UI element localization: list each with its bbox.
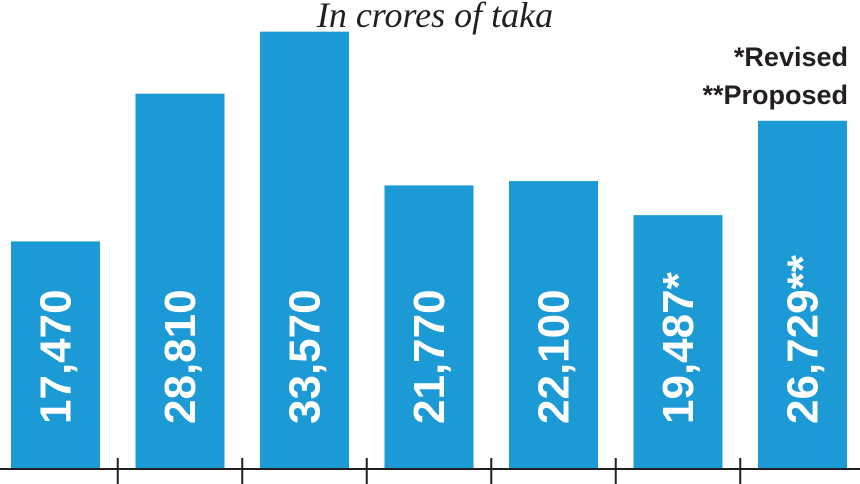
bar-5 bbox=[509, 181, 598, 469]
bar-3 bbox=[260, 31, 349, 469]
bar-label-6: 19,487* bbox=[654, 271, 703, 424]
bar-1 bbox=[11, 241, 100, 469]
bar-4 bbox=[384, 185, 474, 469]
bar-label-4: 21,770 bbox=[405, 289, 454, 424]
note-revised: *Revised bbox=[734, 42, 848, 72]
chart-subtitle: In crores of taka bbox=[316, 0, 553, 35]
bars-group: 17,470 28,810 33,570 21,770 22,100 19,487* 26,… bbox=[11, 31, 847, 470]
bar-label-7: 26,729** bbox=[779, 254, 828, 424]
note-proposed: **Proposed bbox=[702, 80, 848, 110]
bar-7 bbox=[758, 120, 847, 470]
bar-label-1: 17,470 bbox=[32, 289, 81, 424]
bar-label-3: 33,570 bbox=[281, 289, 330, 424]
x-axis bbox=[0, 458, 860, 484]
bar-2 bbox=[135, 93, 225, 469]
bar-6 bbox=[633, 215, 723, 469]
bar-label-2: 28,810 bbox=[156, 289, 205, 424]
bar-label-5: 22,100 bbox=[530, 289, 579, 424]
